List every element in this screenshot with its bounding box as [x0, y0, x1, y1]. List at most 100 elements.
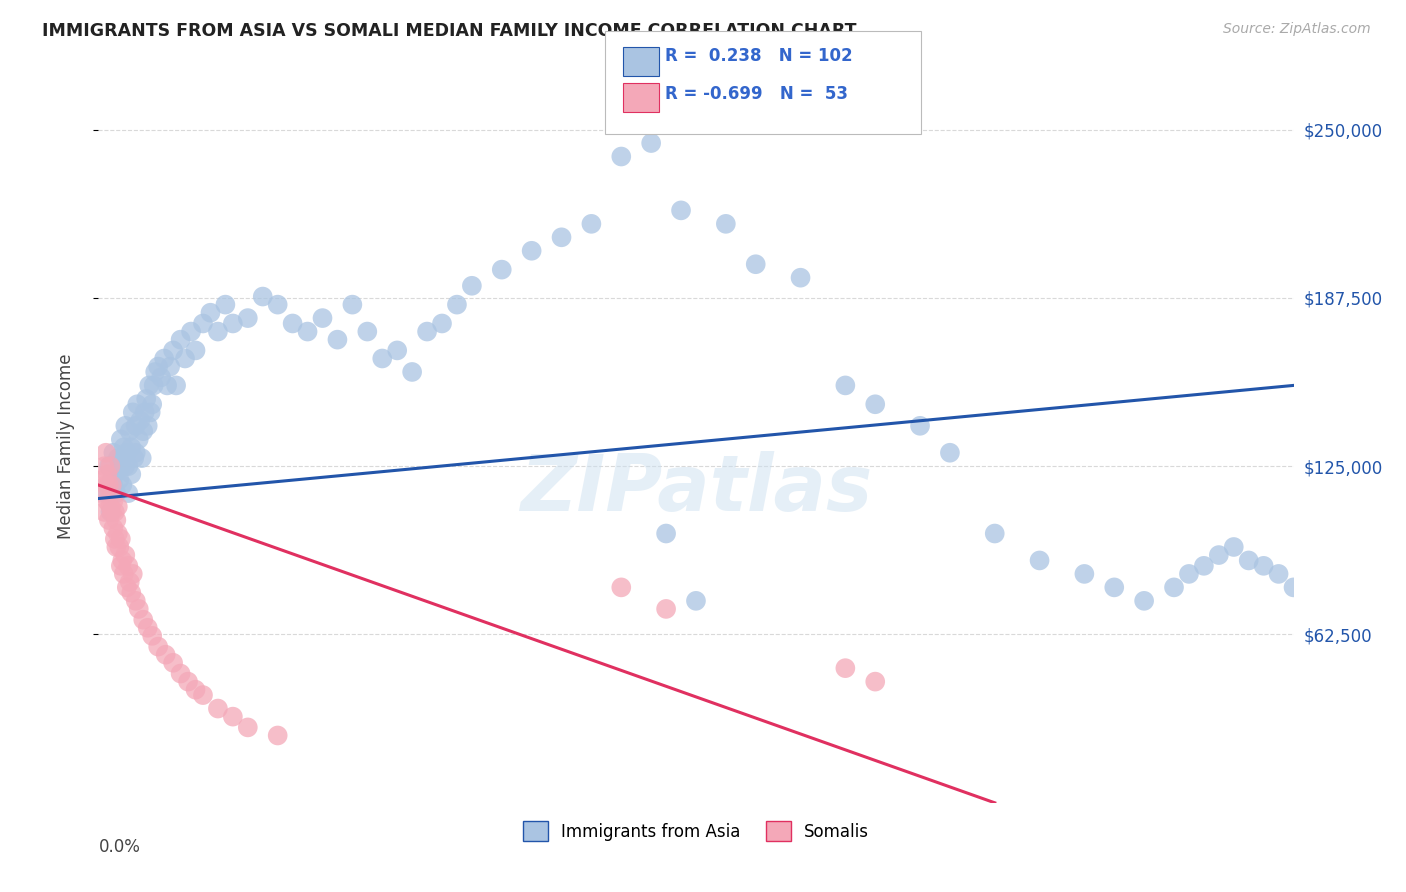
- Legend: Immigrants from Asia, Somalis: Immigrants from Asia, Somalis: [516, 814, 876, 848]
- Point: [115, 446, 138, 460]
- Point: [104, 467, 127, 482]
- Point: [416, 325, 439, 339]
- Point: [461, 278, 484, 293]
- Point: [110, 558, 132, 573]
- Point: [1028, 553, 1050, 567]
- Y-axis label: Median Family Income: Median Family Income: [56, 353, 75, 539]
- Point: [132, 613, 155, 627]
- Point: [865, 674, 887, 689]
- Point: [103, 494, 125, 508]
- Point: [401, 365, 423, 379]
- Point: [114, 459, 136, 474]
- Text: 0.0%: 0.0%: [98, 838, 141, 856]
- Point: [184, 682, 207, 697]
- Point: [148, 640, 170, 654]
- Point: [104, 532, 127, 546]
- Point: [110, 532, 132, 546]
- Point: [93, 459, 115, 474]
- Point: [141, 629, 163, 643]
- Point: [96, 467, 118, 482]
- Point: [112, 441, 135, 455]
- Point: [105, 540, 128, 554]
- Point: [94, 478, 117, 492]
- Point: [104, 505, 127, 519]
- Point: [865, 397, 887, 411]
- Point: [191, 317, 214, 331]
- Point: [125, 418, 148, 433]
- Point: [131, 451, 153, 466]
- Point: [139, 405, 162, 419]
- Point: [610, 580, 633, 594]
- Point: [91, 473, 114, 487]
- Point: [134, 405, 156, 419]
- Point: [97, 478, 120, 492]
- Point: [128, 602, 150, 616]
- Point: [655, 602, 678, 616]
- Point: [207, 701, 229, 715]
- Point: [135, 392, 157, 406]
- Point: [550, 230, 572, 244]
- Point: [162, 343, 184, 358]
- Point: [138, 378, 160, 392]
- Point: [101, 478, 124, 492]
- Point: [222, 709, 245, 723]
- Point: [371, 351, 394, 366]
- Point: [1208, 548, 1230, 562]
- Point: [136, 418, 159, 433]
- Point: [169, 666, 191, 681]
- Point: [150, 370, 173, 384]
- Point: [655, 526, 678, 541]
- Point: [117, 486, 139, 500]
- Point: [236, 720, 259, 734]
- Point: [200, 306, 222, 320]
- Point: [156, 378, 179, 392]
- Point: [107, 500, 129, 514]
- Point: [174, 351, 197, 366]
- Point: [103, 478, 125, 492]
- Point: [252, 289, 274, 303]
- Point: [125, 446, 148, 460]
- Point: [1192, 558, 1215, 573]
- Point: [326, 333, 349, 347]
- Point: [1073, 566, 1095, 581]
- Point: [610, 149, 633, 163]
- Point: [143, 365, 166, 379]
- Point: [789, 270, 811, 285]
- Point: [129, 413, 152, 427]
- Point: [184, 343, 207, 358]
- Point: [117, 459, 139, 474]
- Point: [111, 478, 134, 492]
- Point: [191, 688, 214, 702]
- Point: [141, 397, 163, 411]
- Point: [112, 566, 135, 581]
- Point: [148, 359, 170, 374]
- Point: [165, 378, 187, 392]
- Text: R =  0.238   N = 102: R = 0.238 N = 102: [665, 47, 852, 65]
- Point: [669, 203, 692, 218]
- Point: [115, 580, 138, 594]
- Point: [984, 526, 1007, 541]
- Point: [385, 343, 409, 358]
- Point: [356, 325, 378, 339]
- Point: [111, 553, 134, 567]
- Point: [142, 378, 165, 392]
- Point: [745, 257, 768, 271]
- Point: [125, 594, 148, 608]
- Point: [121, 566, 143, 581]
- Point: [108, 473, 131, 487]
- Point: [124, 451, 146, 466]
- Point: [342, 298, 364, 312]
- Point: [1133, 594, 1156, 608]
- Point: [132, 424, 155, 438]
- Point: [153, 351, 176, 366]
- Point: [118, 424, 141, 438]
- Point: [430, 317, 453, 331]
- Point: [1104, 580, 1126, 594]
- Point: [581, 217, 603, 231]
- Point: [97, 513, 120, 527]
- Text: Source: ZipAtlas.com: Source: ZipAtlas.com: [1223, 22, 1371, 37]
- Point: [939, 446, 962, 460]
- Point: [94, 446, 117, 460]
- Point: [98, 500, 122, 514]
- Point: [1253, 558, 1275, 573]
